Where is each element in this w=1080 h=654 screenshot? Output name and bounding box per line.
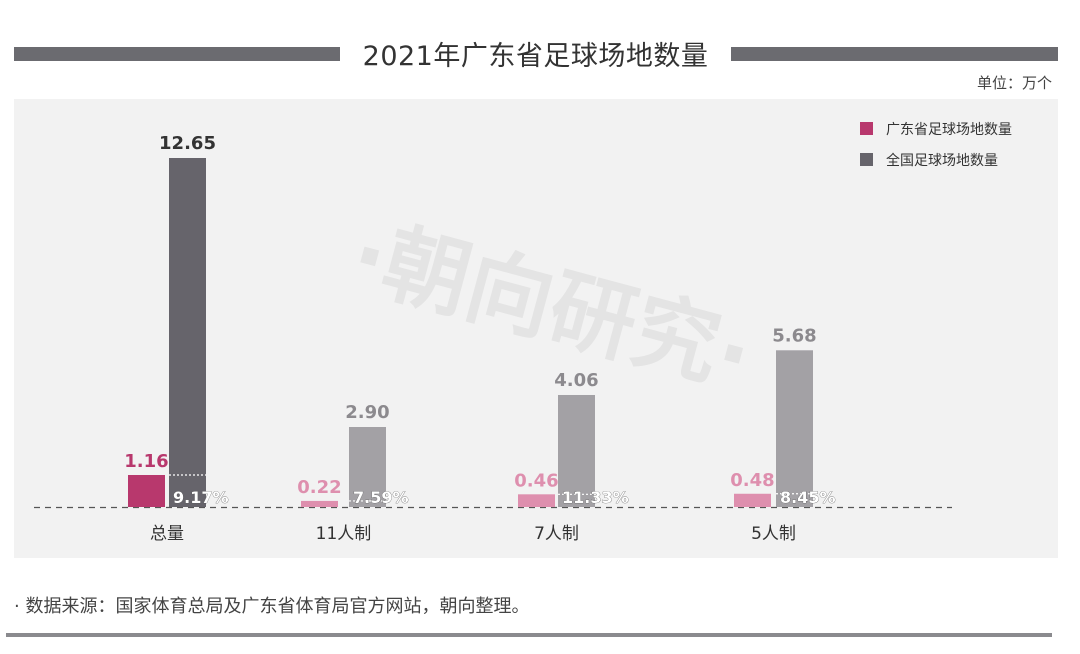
value-label-guangdong-11-a-side: 0.22 xyxy=(297,477,341,498)
value-label-guangdong-7-a-side: 0.46 xyxy=(514,470,558,491)
category-label-total: 总量 xyxy=(150,524,184,544)
legend-swatch-guangdong xyxy=(860,122,873,135)
watermark: ·朝向研究· xyxy=(341,205,762,408)
legend-swatch-national xyxy=(860,153,873,166)
value-label-national-total: 12.65 xyxy=(159,133,216,154)
category-label-11-a-side: 11人制 xyxy=(316,524,372,544)
value-label-national-7-a-side: 4.06 xyxy=(554,370,598,391)
title-rule-left xyxy=(14,47,340,61)
chart-area: ·朝向研究· 1.16 12.65 9.17% 总量 0.22 2.90 7.59% 11人制… xyxy=(34,122,1012,544)
plot-layer: 1.16 12.65 9.17% 总量 0.22 2.90 7.59% 11人制 0.46 4.0… xyxy=(34,133,952,544)
category-label-5-a-side: 5人制 xyxy=(751,524,796,544)
bar-national-total xyxy=(169,158,206,507)
bar-national-5-a-side xyxy=(776,350,813,507)
legend-label-guangdong: 广东省足球场地数量 xyxy=(886,122,1012,138)
unit-label: 单位：万个 xyxy=(976,74,1052,92)
share-label-11-a-side: 7.59% xyxy=(353,488,409,507)
value-label-guangdong-5-a-side: 0.48 xyxy=(730,470,774,491)
share-label-7-a-side: 11.33% xyxy=(562,488,629,507)
bar-guangdong-total xyxy=(128,474,165,507)
data-source-note: · 数据来源：国家体育总局及广东省体育局官方网站，朝向整理。 xyxy=(14,596,530,617)
bar-national-7-a-side xyxy=(558,394,595,507)
category-label-7-a-side: 7人制 xyxy=(534,524,579,544)
value-label-guangdong-total: 1.16 xyxy=(124,451,168,472)
share-label-total: 9.17% xyxy=(173,488,229,507)
bottom-rule xyxy=(6,633,1052,637)
value-label-national-5-a-side: 5.68 xyxy=(772,325,816,346)
chart-title: 2021年广东省足球场地数量 xyxy=(362,41,709,72)
share-label-5-a-side: 8.45% xyxy=(780,488,836,507)
title-rule-right xyxy=(731,47,1058,61)
legend-label-national: 全国足球场地数量 xyxy=(886,152,998,169)
bar-national-11-a-side xyxy=(349,426,386,507)
bar-guangdong-5-a-side xyxy=(734,493,771,507)
bar-guangdong-11-a-side xyxy=(301,500,338,507)
bar-guangdong-7-a-side xyxy=(518,494,555,507)
value-label-national-11-a-side: 2.90 xyxy=(345,402,389,423)
